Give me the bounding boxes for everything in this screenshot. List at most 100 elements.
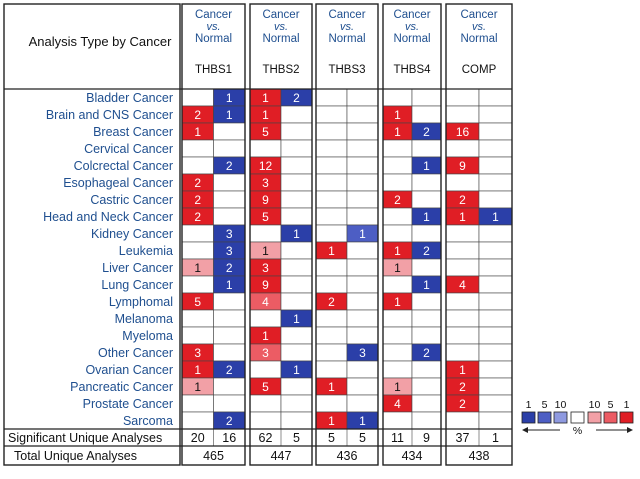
- legend-red-label: 1: [624, 399, 630, 411]
- comparison-line3-4: Normal: [460, 33, 497, 45]
- cancer-label: Melanoma: [115, 312, 173, 326]
- under-expression-cell: [478, 309, 513, 328]
- over-expression-cell: [315, 173, 348, 192]
- over-expression-cell: [181, 326, 214, 345]
- total-value: 447: [271, 449, 292, 463]
- significant-label: Significant Unique Analyses: [8, 431, 162, 445]
- cell-value: 1: [194, 380, 201, 394]
- under-expression-cell: [411, 88, 442, 107]
- under-expression-cell: [478, 190, 513, 209]
- cell-value: 9: [262, 193, 269, 207]
- gene-column-frame-comp: [445, 3, 513, 466]
- under-expression-cell: [346, 275, 379, 294]
- under-expression-cell: [346, 377, 379, 396]
- cell-value: 1: [226, 108, 233, 122]
- cell-value: 1: [459, 210, 466, 224]
- cell-value: 4: [394, 397, 401, 411]
- over-expression-cell: [181, 241, 214, 260]
- comparison-line1-1: Cancer: [262, 9, 299, 21]
- under-expression-cell: [280, 139, 313, 158]
- cell-value: 2: [194, 193, 201, 207]
- total-label: Total Unique Analyses: [14, 449, 137, 463]
- over-expression-cell: [249, 139, 282, 158]
- legend-blue-swatch: [521, 411, 536, 424]
- significant-value: 37: [456, 431, 470, 445]
- gene-label-thbs1: THBS1: [195, 64, 232, 76]
- over-expression-cell: [445, 224, 480, 243]
- cell-value: 2: [459, 380, 466, 394]
- significant-value: 5: [359, 431, 366, 445]
- cell-value: 1: [394, 295, 401, 309]
- over-expression-cell: [315, 105, 348, 124]
- over-expression-cell: [181, 156, 214, 175]
- under-expression-cell: [411, 173, 442, 192]
- significant-value: 5: [328, 431, 335, 445]
- over-expression-cell: [382, 139, 413, 158]
- under-expression-cell: [346, 394, 379, 413]
- legend-blue-label: 1: [526, 399, 532, 411]
- cell-value: 1: [328, 244, 335, 258]
- comparison-line3-0: Normal: [195, 33, 232, 45]
- cell-value: 1: [394, 244, 401, 258]
- over-expression-cell: [382, 207, 413, 226]
- under-expression-cell: [213, 207, 246, 226]
- cancer-label: Pancreatic Cancer: [70, 380, 173, 394]
- under-expression-cell: [411, 411, 442, 430]
- cancer-label: Prostate Cancer: [83, 397, 173, 411]
- cancer-label: Liver Cancer: [102, 261, 173, 275]
- under-expression-cell: [280, 326, 313, 345]
- comparison-line1-3: Cancer: [393, 9, 430, 21]
- cell-value: 2: [226, 414, 233, 428]
- cell-value: 1: [459, 363, 466, 377]
- under-expression-cell: [280, 105, 313, 124]
- under-expression-cell: [213, 377, 246, 396]
- comparison-line3-3: Normal: [393, 33, 430, 45]
- over-expression-cell: [445, 258, 480, 277]
- cancer-label: Sarcoma: [123, 414, 173, 428]
- cell-value: 3: [262, 261, 269, 275]
- under-expression-cell: [213, 173, 246, 192]
- total-value: 438: [469, 449, 490, 463]
- cell-value: 2: [194, 108, 201, 122]
- cell-value: 3: [226, 227, 233, 241]
- over-expression-cell: [181, 394, 214, 413]
- cancer-label: Kidney Cancer: [91, 227, 173, 241]
- under-expression-cell: [478, 275, 513, 294]
- cancer-label: Brain and CNS Cancer: [46, 108, 173, 122]
- over-expression-cell: [181, 224, 214, 243]
- under-expression-cell: [280, 241, 313, 260]
- comparison-line2-1: vs.: [274, 21, 288, 33]
- under-expression-cell: [346, 190, 379, 209]
- cell-value: 2: [459, 397, 466, 411]
- under-expression-cell: [478, 88, 513, 107]
- over-expression-cell: [315, 156, 348, 175]
- legend-arrowhead-left: [522, 427, 528, 433]
- under-expression-cell: [213, 190, 246, 209]
- over-expression-cell: [382, 411, 413, 430]
- comparison-line1-0: Cancer: [195, 9, 232, 21]
- legend-red-label: 5: [608, 399, 614, 411]
- gene-column-frame-thbs1: [181, 3, 246, 466]
- under-expression-cell: [411, 326, 442, 345]
- over-expression-cell: [315, 275, 348, 294]
- legend-neutral-swatch: [570, 411, 585, 424]
- cell-value: 12: [259, 159, 273, 173]
- cancer-label: Leukemia: [119, 244, 173, 258]
- total-value: 436: [337, 449, 358, 463]
- cell-value: 2: [328, 295, 335, 309]
- legend-blue-label: 10: [555, 399, 567, 411]
- cell-value: 3: [262, 346, 269, 360]
- cell-value: 1: [293, 363, 300, 377]
- cell-value: 2: [226, 159, 233, 173]
- gene-column-frame-thbs3: [315, 3, 379, 466]
- gene-column-frame-thbs4: [382, 3, 442, 466]
- cell-value: 1: [492, 210, 499, 224]
- over-expression-cell: [382, 343, 413, 362]
- over-expression-cell: [382, 275, 413, 294]
- gene-label-thbs2: THBS2: [262, 64, 299, 76]
- under-expression-cell: [280, 173, 313, 192]
- over-expression-cell: [315, 360, 348, 379]
- over-expression-cell: [445, 326, 480, 345]
- over-expression-cell: [445, 411, 480, 430]
